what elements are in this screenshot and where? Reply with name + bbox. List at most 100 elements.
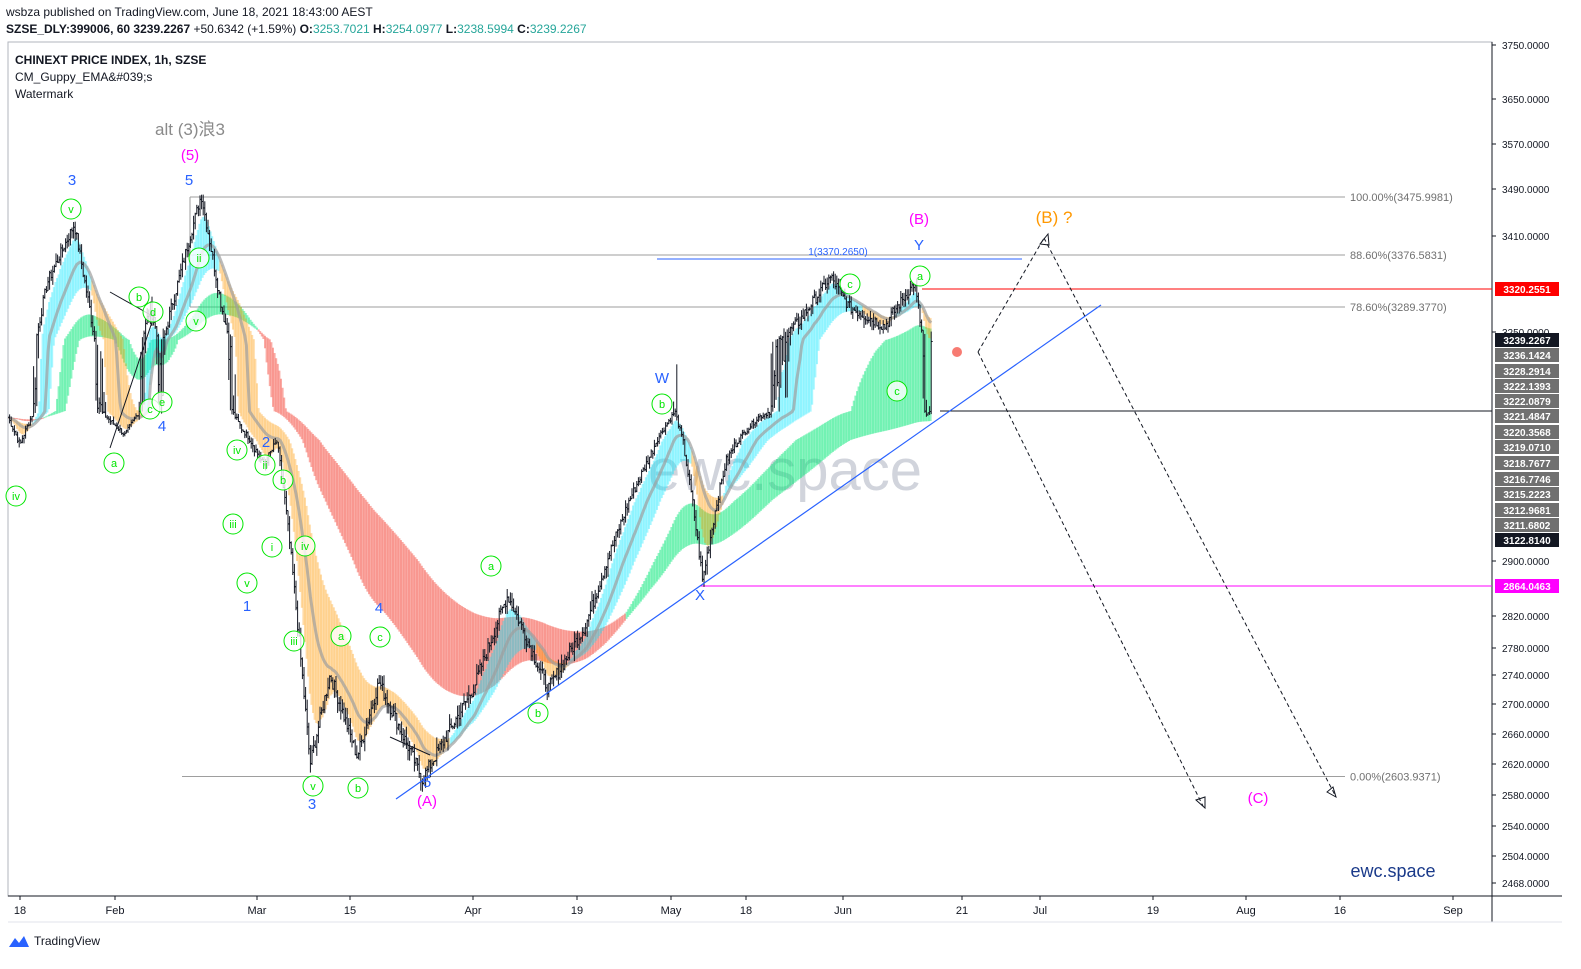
ema-slow-band [566,630,569,665]
ema-slow-band [784,450,786,491]
ema-fast-band [616,548,618,603]
ema-fast-band [124,363,127,429]
ema-fast-band [534,640,537,650]
ema-fast-band [451,735,454,744]
ema-slow-band [755,480,758,516]
ema-fast-band [83,256,86,288]
ema-slow-band [390,529,393,622]
ema-slow-band [254,325,257,329]
ema-slow-band [392,530,394,624]
ema-fast-band [430,735,433,767]
ema-fast-band [43,324,46,416]
ema-slow-band [208,295,210,318]
wave-label: 3 [308,796,316,813]
label-circle [5,485,27,507]
ema-fast-band [734,458,737,483]
ema-fast-band [126,375,129,429]
ema-slow-band [182,327,185,338]
price-label-text: 3211.6802 [1504,521,1551,532]
ema-slow-band [520,617,522,663]
ema-slow-band [433,582,436,682]
ema-fast-band [464,712,466,731]
ema-slow-band [315,437,318,481]
ema-fast-band [182,282,185,320]
current-marker [952,347,962,357]
ema-slow-band [166,339,169,363]
ema-fast-band [696,466,698,495]
ema-fast-band [17,421,20,432]
ema-slow-band [571,631,574,664]
ema-slow-band [857,386,860,438]
ema-fast-band [708,494,711,545]
ema-slow-band [443,591,446,689]
ema-slow-band [472,612,474,697]
ema-slow-band [846,411,849,442]
ema-slow-band [836,415,839,449]
ema-fast-band [588,626,591,649]
ema-slow-band [870,358,873,435]
ema-slow-band [619,617,622,627]
ema-slow-band [489,617,492,689]
price-label-box [1495,425,1559,439]
ema-slow-band [272,347,274,407]
ema-slow-band [128,339,130,372]
ema-slow-band [537,621,540,661]
ema-fast-band [611,563,614,613]
ema-fast-band [224,273,226,296]
ema-slow-band [132,351,135,378]
ema-slow-band [828,419,831,455]
ema-fast-band [332,607,335,692]
label-circle [330,625,352,647]
ema-fast-band [364,680,367,737]
ema-slow-band [833,417,836,451]
ema-slow-band [483,616,486,692]
ema-fast-band [96,293,98,320]
ema-fast-band [723,492,726,500]
ema-fast-band [470,702,473,725]
price-change: +50.6342 (+1.59%) [193,22,297,36]
ema-slow-band [249,319,252,326]
ema-fast-band [38,401,41,420]
ema-slow-band [32,419,34,421]
ema-fast-band [305,505,308,659]
ema-slow-band [756,478,759,514]
ema-slow-band [563,629,566,665]
tradingview-logo[interactable]: TradingView [8,934,100,948]
ema-fast-band [737,452,740,480]
ema-slow-band [907,330,910,425]
ema-slow-band [790,444,793,486]
ema-fast-band [715,497,718,528]
label-text: ii [197,253,202,265]
ema-fast-band [380,686,383,708]
y-tick-label: 2900.0000 [1502,557,1550,568]
label-text: ii [263,460,268,472]
label-circle [185,310,207,332]
ema-slow-band [372,509,375,601]
ema-fast-band [308,524,311,694]
ema-slow-band [99,318,102,337]
price-label-box [1495,456,1559,470]
ema-fast-band [268,421,271,456]
ema-slow-band [294,416,297,430]
label-circle [128,286,150,308]
price-label-text: 3219.0710 [1503,443,1551,454]
ema-fast-band [35,416,38,422]
ema-slow-band [116,330,119,348]
ema-slow-band [185,324,188,336]
ema-fast-band [809,313,812,412]
ema-slow-band [20,418,23,421]
ema-slow-band [628,606,631,615]
ema-slow-band [649,568,652,590]
ema-fast-band [582,641,585,655]
ema-slow-band [598,628,601,649]
ema-fast-band [89,276,92,291]
ema-fast-band [521,619,524,650]
price-label-text: 3216.7746 [1503,475,1551,486]
ema-slow-band [716,513,719,544]
ema-fast-band [827,288,830,328]
price-label-text: 3228.2914 [1503,367,1551,378]
ema-slow-band [425,572,428,672]
price-label-text: 2864.0463 [1503,582,1551,593]
ema-slow-band [144,354,146,377]
